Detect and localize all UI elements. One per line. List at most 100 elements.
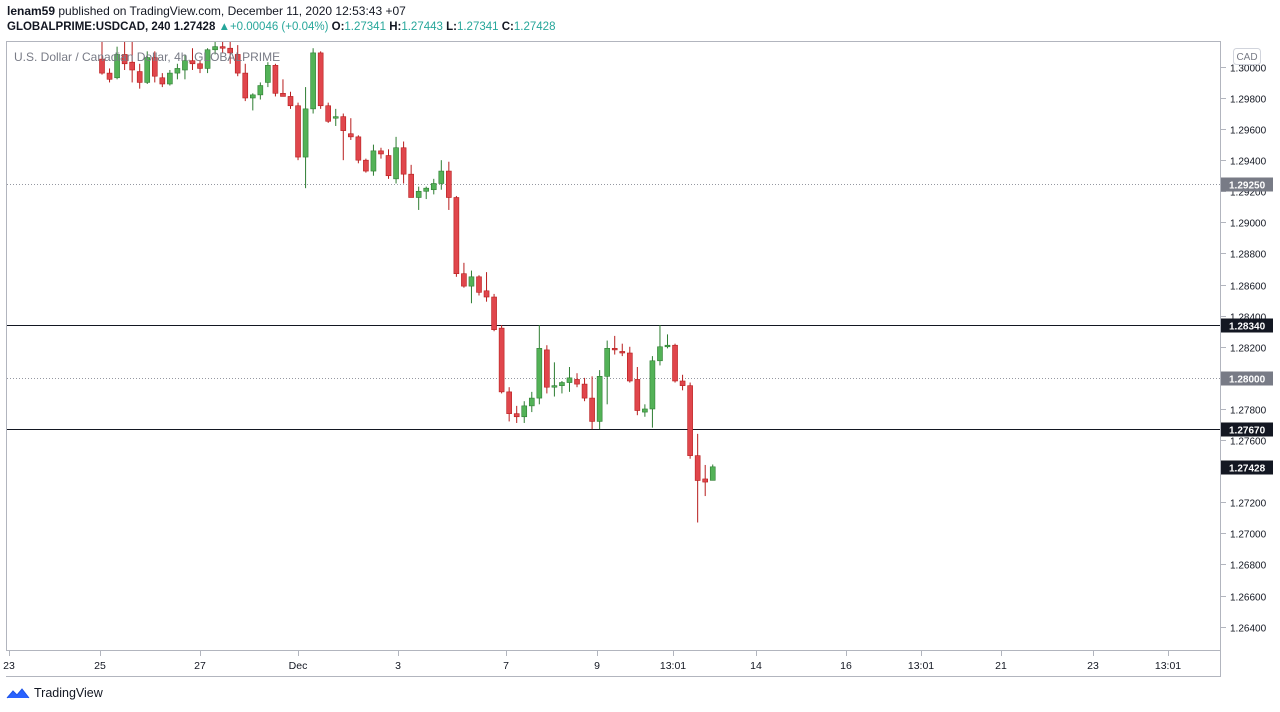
brand-label: TradingView [34, 686, 103, 700]
price-tick-label: 1.29800 [1230, 95, 1267, 106]
candle-body [182, 60, 188, 71]
price-tick-label: 1.29600 [1230, 126, 1267, 137]
horizontal-levels [7, 184, 1220, 430]
candle-body [430, 183, 437, 191]
candle-body [626, 352, 633, 382]
price-tick-label: 1.26600 [1230, 593, 1267, 604]
time-tick-label: 9 [594, 660, 600, 672]
candle-body [619, 351, 626, 354]
candle [355, 135, 362, 164]
candle [317, 51, 324, 109]
candle [687, 382, 693, 459]
candle [574, 373, 580, 388]
candle-body [634, 379, 641, 411]
candle [378, 147, 384, 159]
candle [536, 325, 543, 405]
tradingview-footer[interactable]: TradingView [6, 686, 103, 700]
candle-body [257, 85, 264, 96]
candle-body [99, 58, 105, 74]
time-tick-label: 23 [3, 660, 15, 672]
candle-body [604, 348, 610, 377]
candle-body [287, 96, 294, 107]
high-label: H: [389, 21, 402, 33]
price-tick-label: 1.27800 [1230, 406, 1267, 417]
symbol-label: GLOBALPRIME:USDCAD, 240 [7, 21, 171, 33]
price-tick-label: 1.29200 [1230, 188, 1267, 199]
candle [370, 144, 377, 176]
candle [257, 82, 264, 100]
candle-body [506, 391, 512, 414]
candle-body [664, 344, 671, 348]
price-tick-label: 1.28200 [1230, 344, 1267, 355]
close-label: C: [501, 21, 514, 33]
candle [159, 73, 166, 88]
currency-badge[interactable]: CAD [1233, 48, 1261, 65]
chart-title: U.S. Dollar / Canadian Dollar, 4h, GLOBA… [14, 50, 280, 64]
candle [498, 325, 505, 394]
candle-body [280, 93, 286, 97]
candle [566, 366, 573, 392]
candle [250, 93, 256, 111]
candle-body [498, 327, 505, 393]
candle [446, 161, 452, 210]
candle-body [219, 46, 226, 49]
candle [491, 293, 497, 332]
time-tick-label: 16 [840, 660, 852, 672]
level-price-label: 1.29250 [1229, 181, 1266, 192]
candle-body [446, 170, 452, 198]
candle [551, 362, 558, 397]
candle [302, 87, 309, 189]
candle [400, 141, 407, 184]
level-price-label: 1.28340 [1229, 322, 1266, 333]
candle [265, 62, 271, 88]
candle-body [114, 54, 120, 79]
last-price-label: 1.27428 [1229, 464, 1266, 475]
candle [559, 380, 565, 394]
plot-frame [6, 41, 1221, 651]
candle [634, 366, 641, 416]
author-name[interactable]: lenam59 [7, 4, 56, 18]
price-tick-label: 1.26800 [1230, 561, 1267, 572]
candle-body [355, 136, 362, 161]
candle-body [159, 77, 166, 85]
candle-body [657, 346, 663, 362]
candle-body [702, 478, 709, 483]
candle [544, 345, 550, 394]
candle-body [250, 94, 256, 99]
price-tick-label: 1.29400 [1230, 157, 1267, 168]
candle-body [310, 52, 316, 110]
time-tick-label: 13:01 [660, 660, 686, 672]
candle-body [581, 383, 588, 399]
candle-body [551, 385, 558, 388]
candle [423, 186, 430, 200]
candle [325, 102, 332, 123]
time-tick-label: 23 [1087, 660, 1099, 672]
candle [679, 374, 686, 391]
candle-body [461, 273, 467, 287]
price-axis[interactable]: 1.30000 1.29800 1.29600 1.29400 1.29200 1.290… [1221, 64, 1273, 635]
candle-body [363, 159, 369, 172]
candle [129, 42, 135, 83]
candle-body [144, 57, 151, 83]
time-tick-label: 25 [94, 660, 106, 672]
candle-body [121, 54, 128, 65]
low-label: L: [446, 21, 457, 33]
candle [204, 48, 211, 74]
candle [227, 42, 233, 64]
candle [581, 377, 588, 402]
candle-body [204, 49, 211, 69]
candle-body [167, 72, 173, 85]
candle [483, 272, 490, 302]
candle [709, 464, 716, 481]
candle-body [272, 65, 279, 94]
candle [106, 68, 113, 83]
time-axis[interactable]: 23 25 27 Dec 3 7 9 13:01 14 16 13:01 21 23 13:01 [3, 651, 1181, 672]
price-tick-label: 1.27200 [1230, 499, 1267, 510]
candle-body [694, 455, 701, 481]
last-price-badge [1221, 460, 1273, 475]
candle [295, 102, 301, 161]
candle [453, 195, 460, 277]
time-tick-label: 3 [395, 660, 401, 672]
candle-body [521, 405, 528, 418]
